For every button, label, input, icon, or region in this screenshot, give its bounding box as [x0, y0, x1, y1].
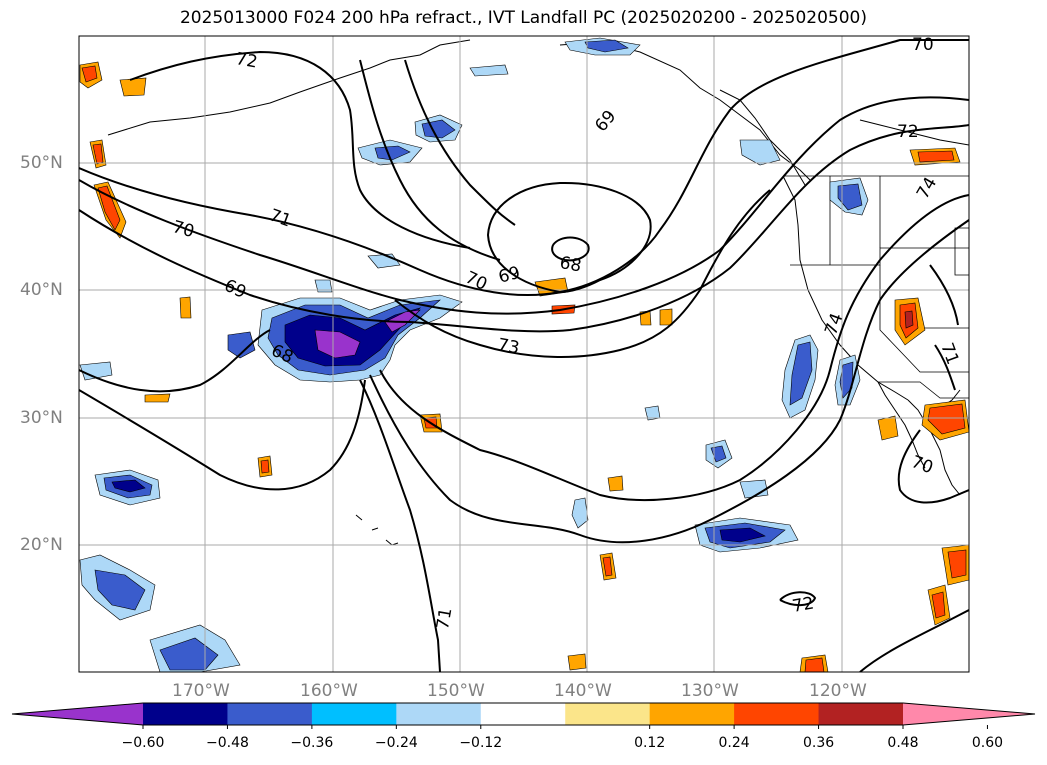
- colorbar-segment: [396, 703, 482, 725]
- colorbar-tick-label: −0.36: [290, 735, 334, 751]
- contour-label: 72: [791, 593, 816, 616]
- lon-label: 130°W: [681, 681, 739, 701]
- colorbar-segment: [227, 703, 313, 725]
- contour-label: 72: [897, 122, 919, 142]
- positive-anomaly-fill: [79, 61, 969, 672]
- refractivity-contours: [79, 39, 969, 672]
- lat-label: 50°N: [20, 153, 63, 173]
- plot-title: 2025013000 F024 200 hPa refract., IVT La…: [179, 8, 867, 28]
- colorbar-extend-max: [903, 703, 1035, 725]
- colorbar: [11, 702, 1036, 729]
- contour-label: 68: [558, 253, 583, 276]
- boundaries: [783, 175, 969, 399]
- colorbar-segment: [565, 703, 651, 725]
- colorbar-segment: [649, 703, 735, 725]
- contour-label: 72: [234, 49, 259, 72]
- colorbar-segment: [311, 703, 397, 725]
- lon-label: 160°W: [300, 681, 358, 701]
- colorbar-tick-label: 0.24: [718, 735, 750, 751]
- colorbar-tick-label: −0.60: [121, 735, 165, 751]
- contour-label: 71: [433, 606, 456, 631]
- lon-label: 170°W: [172, 681, 230, 701]
- colorbar-extend-min: [12, 703, 143, 725]
- contour-label: 70: [912, 35, 934, 55]
- lon-label: 150°W: [427, 681, 485, 701]
- colorbar-tick-label: −0.48: [205, 735, 249, 751]
- colorbar-tick-label: −0.12: [459, 735, 503, 751]
- colorbar-tick-label: −0.24: [374, 735, 418, 751]
- coastlines: [107, 39, 969, 546]
- colorbar-tick-label: 0.48: [887, 735, 919, 751]
- colorbar-segment: [734, 703, 820, 725]
- map-frame: [78, 35, 970, 673]
- colorbar-segment: [480, 703, 566, 725]
- negative-anomaly-fill: [79, 37, 869, 672]
- lat-label: 20°N: [20, 535, 63, 555]
- contour-label: 73: [496, 335, 521, 358]
- colorbar-tick-label: 0.36: [802, 735, 835, 751]
- colorbar-tick-label: 0.60: [971, 735, 1004, 751]
- lon-label: 120°W: [809, 681, 867, 701]
- lon-label: 140°W: [554, 681, 612, 701]
- lat-label: 30°N: [20, 408, 63, 428]
- colorbar-tick-label: 0.12: [634, 735, 666, 751]
- gridlines: [79, 36, 969, 672]
- lat-label: 40°N: [20, 280, 63, 300]
- colorbar-segment: [818, 703, 904, 725]
- colorbar-segment: [143, 703, 228, 725]
